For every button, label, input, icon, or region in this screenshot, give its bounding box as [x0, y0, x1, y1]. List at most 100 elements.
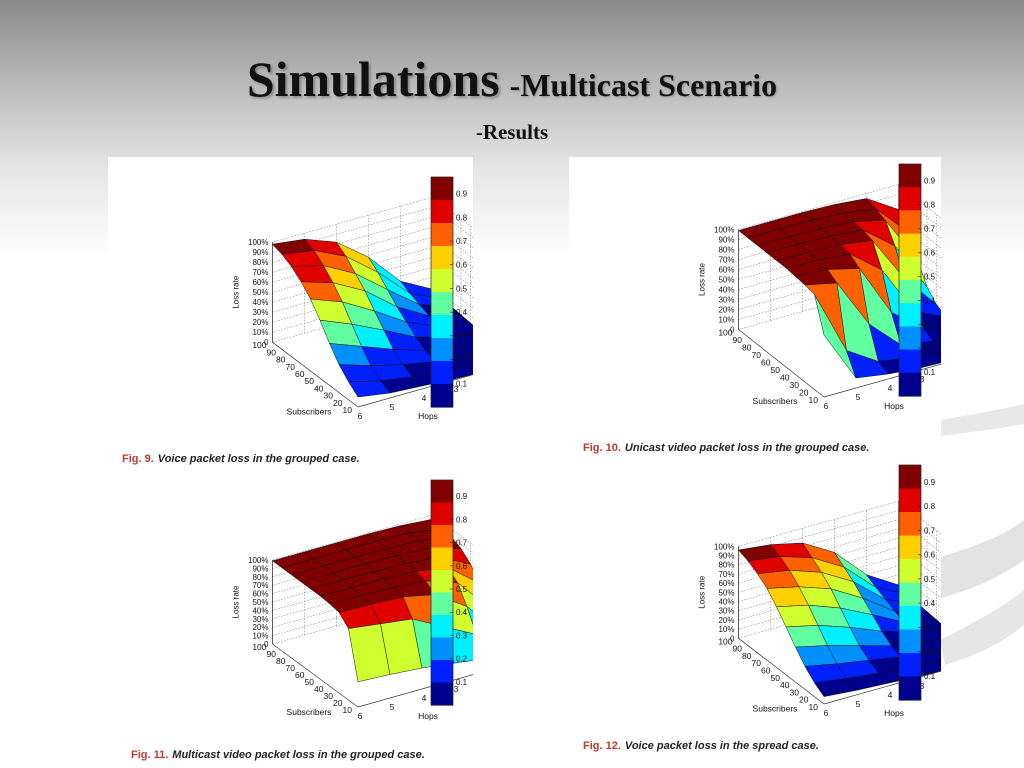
z-tick-label: 60%: [252, 590, 268, 599]
y-axis-label: Subscribers: [287, 707, 332, 717]
subscriber-tick-label: 100: [252, 340, 266, 350]
hop-tick-label: 6: [824, 708, 829, 718]
figure-panel-fig11: 100% 90% 80% 70% 60% 50% 40% 30% 20% 10% 0 100 90 80 7…: [108, 475, 473, 725]
z-axis-label: Loss rate: [232, 585, 241, 618]
z-tick-label: 70%: [718, 570, 734, 579]
z-tick-label: 10%: [718, 316, 734, 325]
hop-tick-label: 6: [358, 711, 363, 721]
hop-tick-label: 4: [888, 690, 893, 700]
z-tick-label: 30%: [718, 607, 734, 616]
hop-tick-label: 5: [856, 699, 861, 709]
colorbar-tick-label: 0.2: [924, 344, 936, 353]
z-tick-label: 80%: [718, 246, 734, 255]
colorbar: 0.9 0.8 0.7 0.6 0.5 0.4 0.3 0.2 0.1: [430, 479, 468, 706]
figure-panel-fig10: 100% 90% 80% 70% 60% 50% 40% 30% 20% 10% 0 100 90 80 7…: [569, 157, 941, 435]
z-tick-label: 40%: [718, 286, 734, 295]
z-tick-label: 30%: [718, 296, 734, 305]
colorbar-tick-label: 0.6: [456, 562, 468, 571]
figure-number: Fig. 9.: [122, 453, 154, 465]
colorbar-tick-label: 0.3: [456, 631, 468, 640]
z-tick-label: 90%: [252, 248, 268, 257]
subscriber-tick-label: 40: [780, 373, 790, 383]
figure-panel-fig9: 100% 90% 80% 70% 60% 50% 40% 30% 20% 10% 0 100 90 80 7…: [108, 157, 473, 447]
z-tick-label: 40%: [252, 298, 268, 307]
subscriber-tick-label: 20: [799, 695, 809, 705]
figure-number: Fig. 12.: [583, 740, 621, 752]
z-tick-label: 10%: [718, 625, 734, 634]
figure-caption-text: Multicast video packet loss in the group…: [172, 749, 425, 761]
colorbar-tick-label: 0.2: [456, 356, 468, 365]
surface: [271, 518, 473, 683]
hop-tick-label: 3: [454, 384, 459, 394]
figure-number: Fig. 10.: [583, 442, 621, 454]
z-tick-label: 40%: [718, 598, 734, 607]
surface-patch: [932, 649, 941, 659]
z-tick-label: 20%: [252, 318, 268, 327]
surface-patch: [466, 352, 473, 361]
hop-tick-label: 5: [390, 402, 395, 412]
subscriber-tick-label: 90: [733, 644, 743, 654]
surface: [271, 238, 473, 398]
z-tick-label: 100%: [714, 542, 734, 551]
subscriber-tick-label: 20: [799, 388, 809, 398]
colorbar-tick-label: 0.7: [924, 526, 936, 535]
colorbar-tick-label: 0.4: [456, 608, 468, 617]
surface-patch: [456, 582, 473, 612]
figure-caption-text: Voice packet loss in the spread case.: [624, 740, 819, 752]
subscriber-tick-label: 10: [809, 395, 819, 405]
subscriber-tick-label: 70: [286, 362, 296, 372]
surface-plot-fig9: 100%90%80%70%60%50%40%30%20%10%010090807…: [232, 176, 473, 421]
colorbar-tick-label: 0.8: [924, 201, 936, 210]
y-axis-label: Subscribers: [753, 396, 798, 406]
colorbar-tick-label: 0.9: [456, 492, 468, 501]
subscriber-tick-label: 50: [771, 673, 781, 683]
z-tick-label: 70%: [252, 268, 268, 277]
surface-patch: [922, 638, 941, 652]
z-tick-label: 0: [730, 326, 735, 335]
subscriber-tick-label: 100: [252, 642, 266, 652]
x-axis-label: Hops: [418, 411, 438, 421]
subscriber-tick-label: 90: [733, 335, 743, 345]
colorbar-tick-label: 0.5: [456, 585, 468, 594]
z-tick-label: 100%: [714, 226, 734, 235]
colorbar-tick-label: 0.9: [924, 478, 936, 487]
hop-tick-label: 4: [422, 693, 427, 703]
hop-tick-label: 4: [422, 393, 427, 403]
subscriber-tick-label: 30: [790, 380, 800, 390]
colorbar-tick-label: 0.4: [456, 308, 468, 317]
subscriber-tick-label: 60: [761, 666, 771, 676]
z-tick-label: 60%: [718, 579, 734, 588]
figure-caption-fig11: Fig. 11. Multicast video packet loss in t…: [131, 749, 425, 761]
subscriber-tick-label: 20: [333, 398, 343, 408]
x-axis-label: Hops: [884, 708, 904, 718]
surface-patch: [466, 605, 473, 626]
figure-caption-fig10: Fig. 10. Unicast video packet loss in the…: [583, 442, 869, 454]
z-tick-label: 50%: [252, 288, 268, 297]
colorbar-tick-label: 0.5: [924, 272, 936, 281]
y-axis-label: Subscribers: [753, 703, 798, 713]
y-axis-label: Subscribers: [287, 407, 332, 417]
z-tick-label: 80%: [252, 258, 268, 267]
z-tick-label: 0: [264, 338, 269, 347]
figure-caption-fig12: Fig. 12. Voice packet loss in the spread …: [583, 740, 819, 752]
z-tick-label: 30%: [252, 615, 268, 624]
subscriber-tick-label: 80: [742, 343, 752, 353]
colorbar-tick-label: 0.9: [456, 190, 468, 199]
z-tick-label: 70%: [718, 256, 734, 265]
subscriber-tick-label: 30: [790, 687, 800, 697]
colorbar-tick-label: 0.1: [456, 678, 468, 687]
subscriber-tick-label: 40: [314, 684, 324, 694]
subscriber-tick-label: 20: [333, 698, 343, 708]
slide-subtitle: -Results: [475, 120, 549, 144]
colorbar-tick-label: 0.5: [924, 575, 936, 584]
z-tick-label: 30%: [252, 308, 268, 317]
z-tick-label: 100%: [248, 556, 268, 565]
colorbar-tick-label: 0.7: [924, 225, 936, 234]
colorbar-tick-label: 0.1: [456, 379, 468, 388]
colorbar: 0.9 0.8 0.7 0.6 0.5 0.4 0.3 0.2 0.1: [430, 176, 468, 408]
z-tick-label: 50%: [252, 598, 268, 607]
surface-plot-fig11: 100%90%80%70%60%50%40%30%20%10%010090807…: [232, 479, 473, 721]
colorbar-tick-label: 0.7: [456, 237, 468, 246]
slide-title-main: Simulations: [246, 51, 500, 107]
colorbar-tick-label: 0.3: [456, 332, 468, 341]
